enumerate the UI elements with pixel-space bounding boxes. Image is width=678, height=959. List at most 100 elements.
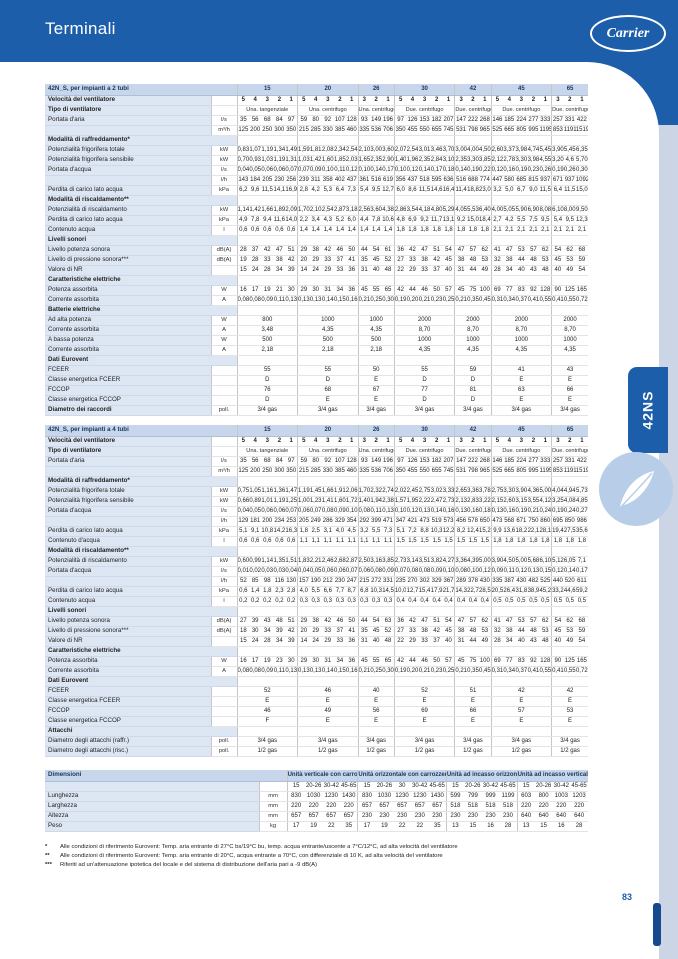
cell: 0,21 — [418, 666, 431, 677]
cell — [210, 446, 238, 457]
cell: 33 — [261, 255, 274, 266]
cell: 0,55 — [539, 666, 552, 677]
cell: 69 — [490, 656, 504, 667]
cell: 0,5 — [563, 596, 576, 607]
cell: 1,14 — [261, 556, 274, 567]
table-row: Portata d'aria l/s 35 56 68 84 97 59 80 92 107 128 9… — [45, 456, 588, 467]
cell — [551, 646, 588, 657]
cell: kPa — [210, 185, 238, 196]
side-tab-42ns: 42NS — [628, 367, 668, 453]
cell: 28 — [490, 636, 504, 647]
cell: 1,49 — [285, 145, 298, 156]
cell — [45, 466, 212, 477]
cell: 49 — [479, 265, 492, 276]
cell: 16,9 — [285, 185, 298, 196]
cell: 0,3 — [297, 596, 310, 607]
cell: 20 — [297, 425, 359, 437]
cell: 2 — [563, 436, 576, 447]
cell: 23,0 — [479, 185, 492, 196]
cell: 15,0 — [575, 185, 588, 196]
cell: 48 — [382, 636, 395, 647]
cell: 30 — [309, 656, 322, 667]
cell: 45 — [442, 255, 455, 266]
cell: 1,89 — [273, 205, 286, 216]
cell: 53 — [515, 245, 528, 256]
cell: 27 — [236, 616, 250, 627]
cell: 40 — [370, 636, 383, 647]
cell: 1,8 — [297, 526, 310, 537]
cell: 965 — [479, 125, 492, 136]
cell: 2,1 — [551, 225, 564, 236]
cell: E — [236, 696, 298, 707]
cell: 5,00 — [515, 556, 528, 567]
cell: 19,4 — [551, 526, 564, 537]
cell: 230 — [333, 576, 346, 587]
cell — [236, 305, 298, 316]
cell: A — [210, 345, 238, 356]
cell: 45 — [357, 285, 371, 296]
cell: 65 — [551, 84, 588, 96]
cell: 805 — [515, 125, 528, 136]
content-area: 42N_S, per impianti a 2 tubi 15 20 26 30 42 45… — [45, 84, 588, 870]
cell — [490, 646, 552, 657]
cell: 0,6 — [261, 225, 274, 236]
cell: 1,23 — [309, 496, 322, 507]
cell: Dati Eurovent — [45, 355, 238, 366]
cell: 995 — [527, 466, 540, 477]
cell: 0,5 — [515, 596, 528, 607]
cell: 421 — [406, 516, 419, 527]
cell: 18 — [236, 626, 250, 637]
cell: 0,16 — [442, 506, 455, 517]
cell: 0,08 — [321, 506, 334, 517]
cell: 6,0 — [393, 185, 407, 196]
cell: 17 — [249, 656, 262, 667]
cell: mm — [258, 811, 288, 822]
cell: Contenuto acqua — [45, 225, 212, 236]
cell: 1191 — [563, 466, 576, 477]
cell: 471 — [382, 516, 395, 527]
cell: 68 — [575, 616, 588, 627]
cell: 706 — [382, 125, 395, 136]
cell: 0,3 — [321, 596, 334, 607]
cell: 3,82 — [430, 556, 443, 567]
cell: 640 — [516, 811, 535, 822]
cell: 30 — [249, 626, 262, 637]
cell: 47 — [454, 245, 467, 256]
cell: 48 — [382, 265, 395, 276]
cell: 4,35 — [490, 345, 552, 356]
cell: 5,73 — [575, 486, 588, 497]
cell: 26,4 — [503, 586, 516, 597]
cell: 0,01 — [236, 566, 250, 577]
cell: 0,55 — [563, 666, 576, 677]
cell: 0,70 — [236, 155, 250, 166]
cell: 1519 — [575, 466, 588, 477]
cell: 3,90 — [490, 556, 504, 567]
cell — [454, 606, 492, 617]
table-row: FCEER 55 55 50 55 59 41 43 — [45, 365, 588, 376]
cell: 0,3 — [382, 596, 395, 607]
cell: 640 — [570, 811, 588, 822]
table-row: l/h 143 184 205 230 256 239 311 358 402 437 361 516 6… — [45, 175, 588, 186]
cell: 5,0 — [503, 185, 516, 196]
cell: 5,70 — [575, 155, 588, 166]
cell: 0,09 — [333, 506, 346, 517]
cell: 10,8 — [261, 526, 274, 537]
cell: FCEER — [45, 686, 212, 697]
cell: 42 — [430, 626, 443, 637]
cell: 1,25 — [285, 496, 298, 507]
cell: 0,07 — [309, 506, 322, 517]
cell: F — [236, 716, 298, 727]
cell: 13,6 — [503, 526, 516, 537]
cell: 5,12 — [551, 556, 564, 567]
cell: 986 — [575, 516, 588, 527]
cell: 53 — [563, 255, 576, 266]
cell: 805 — [515, 466, 528, 477]
cell — [551, 355, 588, 366]
cell: 4 — [406, 95, 419, 106]
cell: 0,25 — [370, 666, 383, 677]
cell: E — [357, 696, 395, 707]
cell: Contenuto acqua — [45, 596, 212, 607]
cell: E — [490, 375, 552, 386]
cell: 153 — [418, 456, 431, 467]
cell — [357, 546, 395, 557]
